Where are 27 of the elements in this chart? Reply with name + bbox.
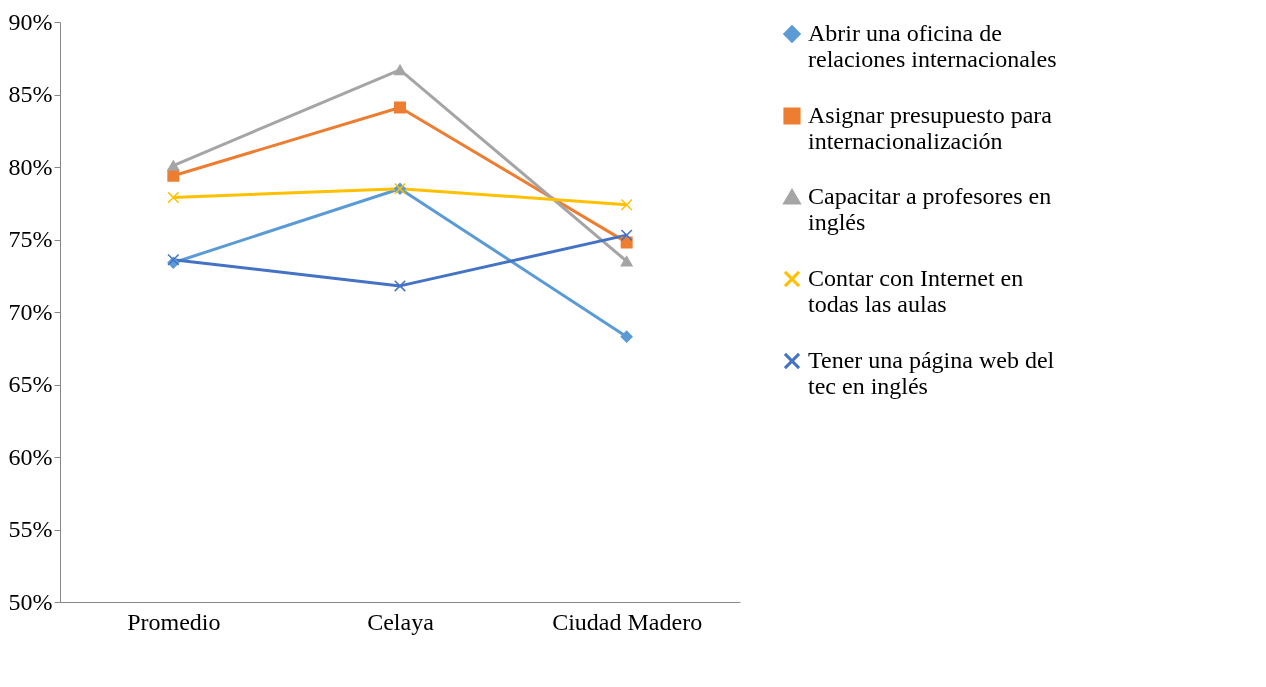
- point: [394, 64, 406, 76]
- legend-label: Tener una página web del tec en inglés: [808, 347, 1055, 399]
- point: [167, 169, 180, 182]
- legend-label: Contar con Internet en todas las aulas: [808, 265, 1024, 317]
- y-tick-label: 90%: [8, 8, 53, 35]
- legend-label: Capacitar a profesores en inglés: [808, 183, 1052, 235]
- point: [620, 255, 633, 267]
- x-tick-label: Ciudad Madero: [552, 608, 703, 635]
- y-tick-label: 65%: [8, 371, 53, 397]
- y-tick-label: 55%: [8, 516, 53, 542]
- point: [620, 330, 633, 343]
- point: [394, 101, 406, 114]
- y-tick-label: 50%: [8, 588, 53, 615]
- y-tick-label: 60%: [8, 443, 53, 470]
- point: [167, 160, 180, 171]
- y-tick-label: 70%: [8, 298, 53, 325]
- legend-label: Abrir una oficina de relaciones internacionales: [808, 20, 1057, 72]
- x-tick-label: Celaya: [367, 608, 435, 635]
- point: [620, 229, 633, 242]
- point: [167, 191, 180, 204]
- y-tick-label: 85%: [8, 81, 53, 107]
- y-tick-label: 80%: [8, 153, 53, 180]
- x-tick-label: Promedio: [127, 608, 221, 635]
- legend-label: Asignar presupuesto para internacionalización: [808, 102, 1053, 154]
- y-tick-label: 75%: [8, 226, 53, 252]
- point: [394, 279, 406, 292]
- point: [620, 198, 633, 211]
